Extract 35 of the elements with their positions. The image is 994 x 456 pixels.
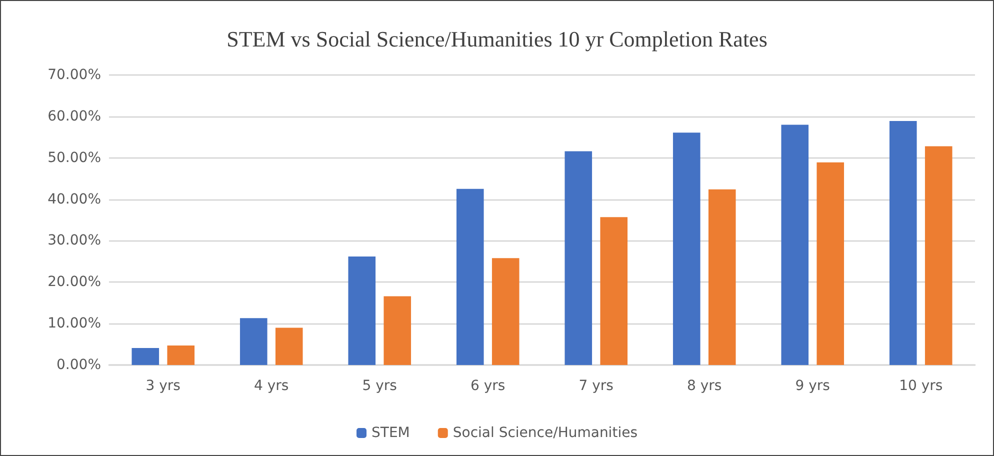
legend-label: STEM bbox=[372, 425, 410, 441]
y-tick-label: 40.00% bbox=[48, 191, 101, 208]
bar bbox=[348, 256, 376, 365]
y-tick-label: 0.00% bbox=[56, 357, 101, 373]
x-tick-label: 6 yrs bbox=[470, 378, 506, 394]
x-tick-label: 4 yrs bbox=[254, 378, 289, 394]
bar bbox=[816, 162, 844, 365]
y-tick-label: 60.00% bbox=[48, 108, 101, 124]
x-tick-label: 3 yrs bbox=[146, 378, 180, 394]
bar bbox=[889, 120, 917, 365]
bar bbox=[384, 296, 412, 365]
bar bbox=[167, 346, 195, 365]
y-tick-label: 10.00% bbox=[48, 316, 101, 332]
x-tick-label: 8 yrs bbox=[687, 378, 722, 394]
bar bbox=[456, 188, 484, 365]
bar bbox=[708, 189, 736, 365]
x-tick-label: 7 yrs bbox=[578, 378, 614, 394]
x-tick-label: 10 yrs bbox=[899, 378, 943, 394]
bar bbox=[781, 124, 809, 365]
bar bbox=[492, 258, 520, 365]
y-tick-label: 30.00% bbox=[48, 232, 101, 249]
x-tick-label: 9 yrs bbox=[795, 378, 830, 394]
y-tick-label: 70.00% bbox=[48, 67, 101, 83]
bar bbox=[564, 151, 592, 365]
chart-title: STEM vs Social Science/Humanities 10 yr Completion Rates bbox=[226, 26, 768, 52]
bar bbox=[132, 348, 160, 365]
legend-label: Social Science/Humanities bbox=[452, 425, 638, 441]
x-tick-label: 5 yrs bbox=[362, 378, 397, 394]
bar bbox=[600, 217, 628, 365]
y-tick-label: 50.00% bbox=[48, 150, 101, 166]
y-tick-label: 20.00% bbox=[48, 274, 101, 290]
bar bbox=[240, 318, 268, 365]
bar bbox=[672, 132, 700, 365]
bar bbox=[275, 328, 303, 365]
bar bbox=[924, 146, 952, 365]
